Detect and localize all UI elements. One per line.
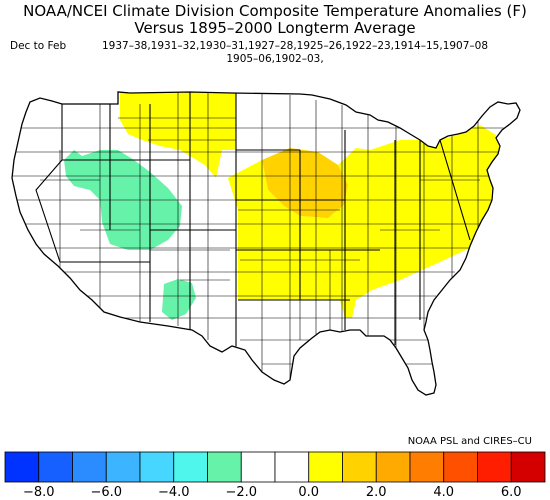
us-climate-division-map [11, 91, 521, 396]
legend-tick-label-7: 6.0 [501, 485, 522, 500]
legend-swatch-7 [240, 451, 276, 483]
legend-swatch-11 [375, 451, 411, 483]
legend-swatch-5 [173, 451, 208, 483]
composite-years-line2: 1905–06,1902–03, [226, 53, 324, 65]
legend-swatch-6 [207, 451, 242, 483]
legend-swatch-14 [477, 451, 512, 483]
legend-tick-label-5: 2.0 [366, 485, 387, 500]
state-boundaries [35, 92, 471, 346]
legend-swatch-4 [139, 451, 175, 483]
color-legend: −8.0−6.0−4.0−2.00.02.04.06.08.0 [4, 451, 546, 500]
region-central-east-warm [228, 125, 500, 318]
legend-swatch-0 [4, 451, 40, 483]
legend-swatch-10 [342, 451, 377, 483]
legend-swatch-12 [409, 451, 445, 483]
credit-label: NOAA PSL and CIRES–CU [407, 436, 532, 447]
map-title-line2: Versus 1895–2000 Longterm Average [134, 19, 416, 37]
legend-swatch-15 [510, 451, 546, 483]
composite-years-line1: 1937–38,1931–32,1930–31,1927–28,1925–26,… [102, 40, 489, 52]
legend-swatch-9 [308, 451, 343, 483]
legend-tick-label-0: −8.0 [23, 485, 55, 500]
season-label: Dec to Feb [10, 40, 67, 52]
legend-swatch-8 [274, 451, 310, 483]
legend-tick-label-6: 4.0 [433, 485, 454, 500]
legend-swatch-1 [38, 451, 73, 483]
legend-tick-label-3: −2.0 [225, 485, 257, 500]
legend-swatch-3 [105, 451, 141, 483]
map-title-line1: NOAA/NCEI Climate Division Composite Tem… [23, 2, 527, 20]
legend-tick-label-4: 0.0 [298, 485, 319, 500]
legend-tick-label-2: −4.0 [158, 485, 190, 500]
legend-tick-label-1: −6.0 [90, 485, 122, 500]
region-southwest-cool [162, 279, 196, 320]
legend-swatch-2 [72, 451, 107, 483]
legend-swatch-13 [443, 451, 478, 483]
